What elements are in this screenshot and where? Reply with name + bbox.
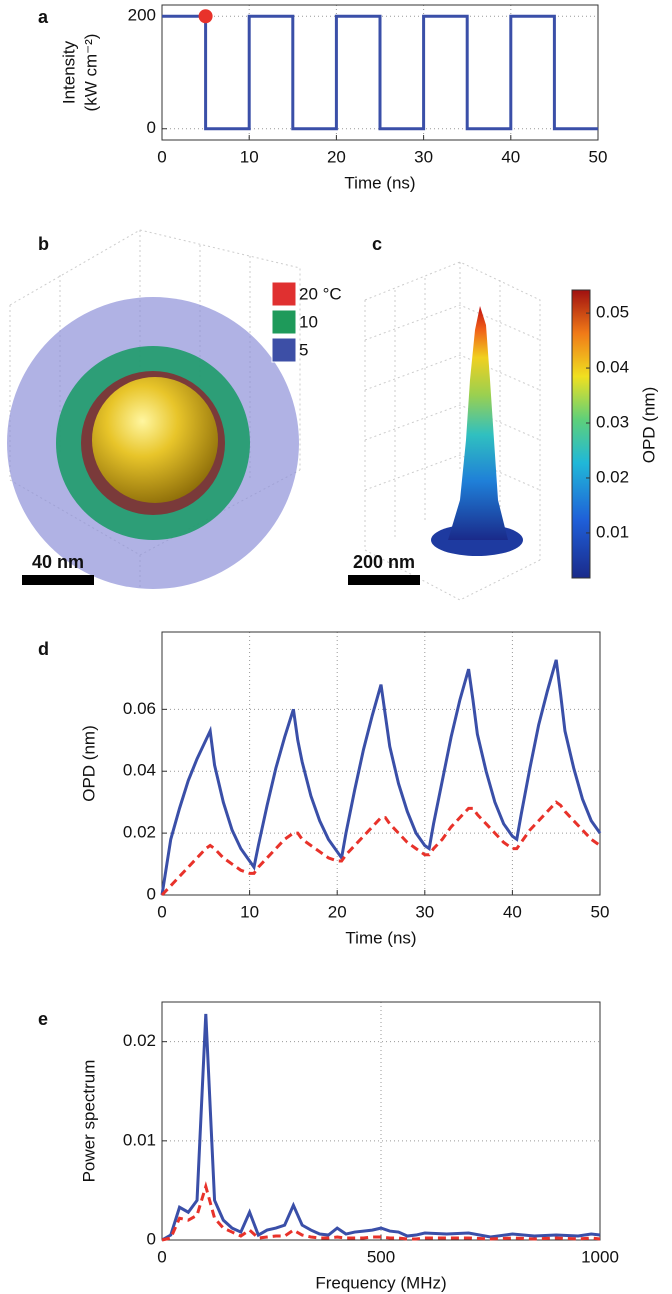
x-axis-label: Frequency (MHz) bbox=[315, 1273, 446, 1292]
colorbar-tick-label: 0.02 bbox=[596, 467, 629, 486]
panel-label: e bbox=[38, 1009, 48, 1029]
x-tick-label: 0 bbox=[157, 902, 166, 921]
series-line bbox=[161, 1181, 601, 1242]
y-tick-label: 0.02 bbox=[123, 823, 156, 842]
y-tick-label: 0 bbox=[147, 884, 156, 903]
panel-label: a bbox=[38, 7, 49, 27]
y-tick-label: 0 bbox=[147, 118, 156, 137]
panel-c: 0.01 0.02 0.03 0.04 0.05 OPD (nm) c 200 nm bbox=[348, 234, 658, 601]
legend-label: 20 °C bbox=[299, 284, 342, 303]
x-tick-label: 40 bbox=[503, 902, 522, 921]
x-tick-label: 50 bbox=[589, 147, 608, 166]
series-line bbox=[160, 800, 601, 897]
scale-bar-label: 200 nm bbox=[353, 552, 415, 572]
series-line bbox=[162, 14, 598, 131]
y-axis-label: Intensity bbox=[59, 40, 78, 104]
x-tick-label: 1000 bbox=[581, 1247, 619, 1266]
panel-label: c bbox=[372, 234, 382, 254]
x-tick-label: 40 bbox=[501, 147, 520, 166]
colorbar bbox=[571, 289, 591, 579]
highlight-marker bbox=[198, 9, 213, 24]
y-axis-label: (kW cm⁻²) bbox=[81, 34, 100, 112]
box-grid bbox=[364, 261, 541, 601]
panel-label: d bbox=[38, 639, 49, 659]
x-tick-label: 0 bbox=[157, 1247, 166, 1266]
colorbar-axis: 0.01 0.02 0.03 0.04 0.05 bbox=[586, 303, 629, 541]
x-tick-label: 20 bbox=[328, 902, 347, 921]
y-tick-label: 0.01 bbox=[123, 1130, 156, 1149]
plot-frame bbox=[161, 631, 601, 896]
colorbar-tick-label: 0.04 bbox=[596, 358, 629, 377]
y-tick-label: 0.02 bbox=[123, 1031, 156, 1050]
colorbar-label: OPD (nm) bbox=[639, 387, 658, 464]
scale-bar bbox=[348, 575, 420, 585]
y-tick-label: 0.06 bbox=[123, 699, 156, 718]
plot-frame bbox=[161, 1001, 601, 1241]
y-tick-label: 0 bbox=[147, 1229, 156, 1248]
x-tick-label: 30 bbox=[414, 147, 433, 166]
legend-swatch bbox=[271, 337, 297, 363]
x-axis-label: Time (ns) bbox=[344, 173, 415, 192]
plot-frame bbox=[161, 4, 599, 141]
colorbar-tick-label: 0.05 bbox=[596, 303, 629, 322]
x-tick-label: 50 bbox=[591, 902, 610, 921]
scale-bar-label: 40 nm bbox=[32, 552, 84, 572]
legend-label: 10 bbox=[299, 312, 318, 331]
legend-label: 5 bbox=[299, 340, 308, 359]
legend-swatch bbox=[271, 309, 297, 335]
y-tick-label: 0.04 bbox=[123, 761, 156, 780]
particle bbox=[92, 377, 218, 503]
legend-swatch bbox=[271, 281, 297, 307]
x-tick-label: 500 bbox=[367, 1247, 395, 1266]
peak-surface bbox=[448, 306, 508, 540]
x-axis-label: Time (ns) bbox=[345, 928, 416, 947]
chart-panel: 0 10 20 30 40 50 0 0.02 0.04 0.06 Time (ns) OPD (nm… bbox=[38, 631, 610, 947]
panel-label: b bbox=[38, 234, 49, 254]
chart-panel: 0 10 20 30 40 50 0 200 Time (ns) Intensity (kW cm⁻… bbox=[38, 4, 608, 192]
y-axis-label: OPD (nm) bbox=[79, 725, 98, 802]
y-tick-label: 200 bbox=[128, 6, 156, 25]
panel-b: b 20 °C 10 5 40 nm bbox=[7, 229, 342, 590]
y-axis-label: Power spectrum bbox=[79, 1060, 98, 1183]
colorbar-tick-label: 0.01 bbox=[596, 522, 629, 541]
x-tick-label: 30 bbox=[415, 902, 434, 921]
legend: 20 °C 10 5 bbox=[271, 281, 342, 363]
x-tick-label: 10 bbox=[240, 902, 259, 921]
series-line bbox=[160, 659, 602, 896]
x-tick-label: 0 bbox=[157, 147, 166, 166]
chart-panel: 0 500 1000 0 0.01 0.02 Frequency (MHz) Power sp… bbox=[38, 1001, 619, 1292]
scale-bar bbox=[22, 575, 94, 585]
series-line bbox=[161, 1013, 601, 1242]
x-tick-label: 10 bbox=[240, 147, 259, 166]
colorbar-tick-label: 0.03 bbox=[596, 412, 629, 431]
x-tick-label: 20 bbox=[327, 147, 346, 166]
